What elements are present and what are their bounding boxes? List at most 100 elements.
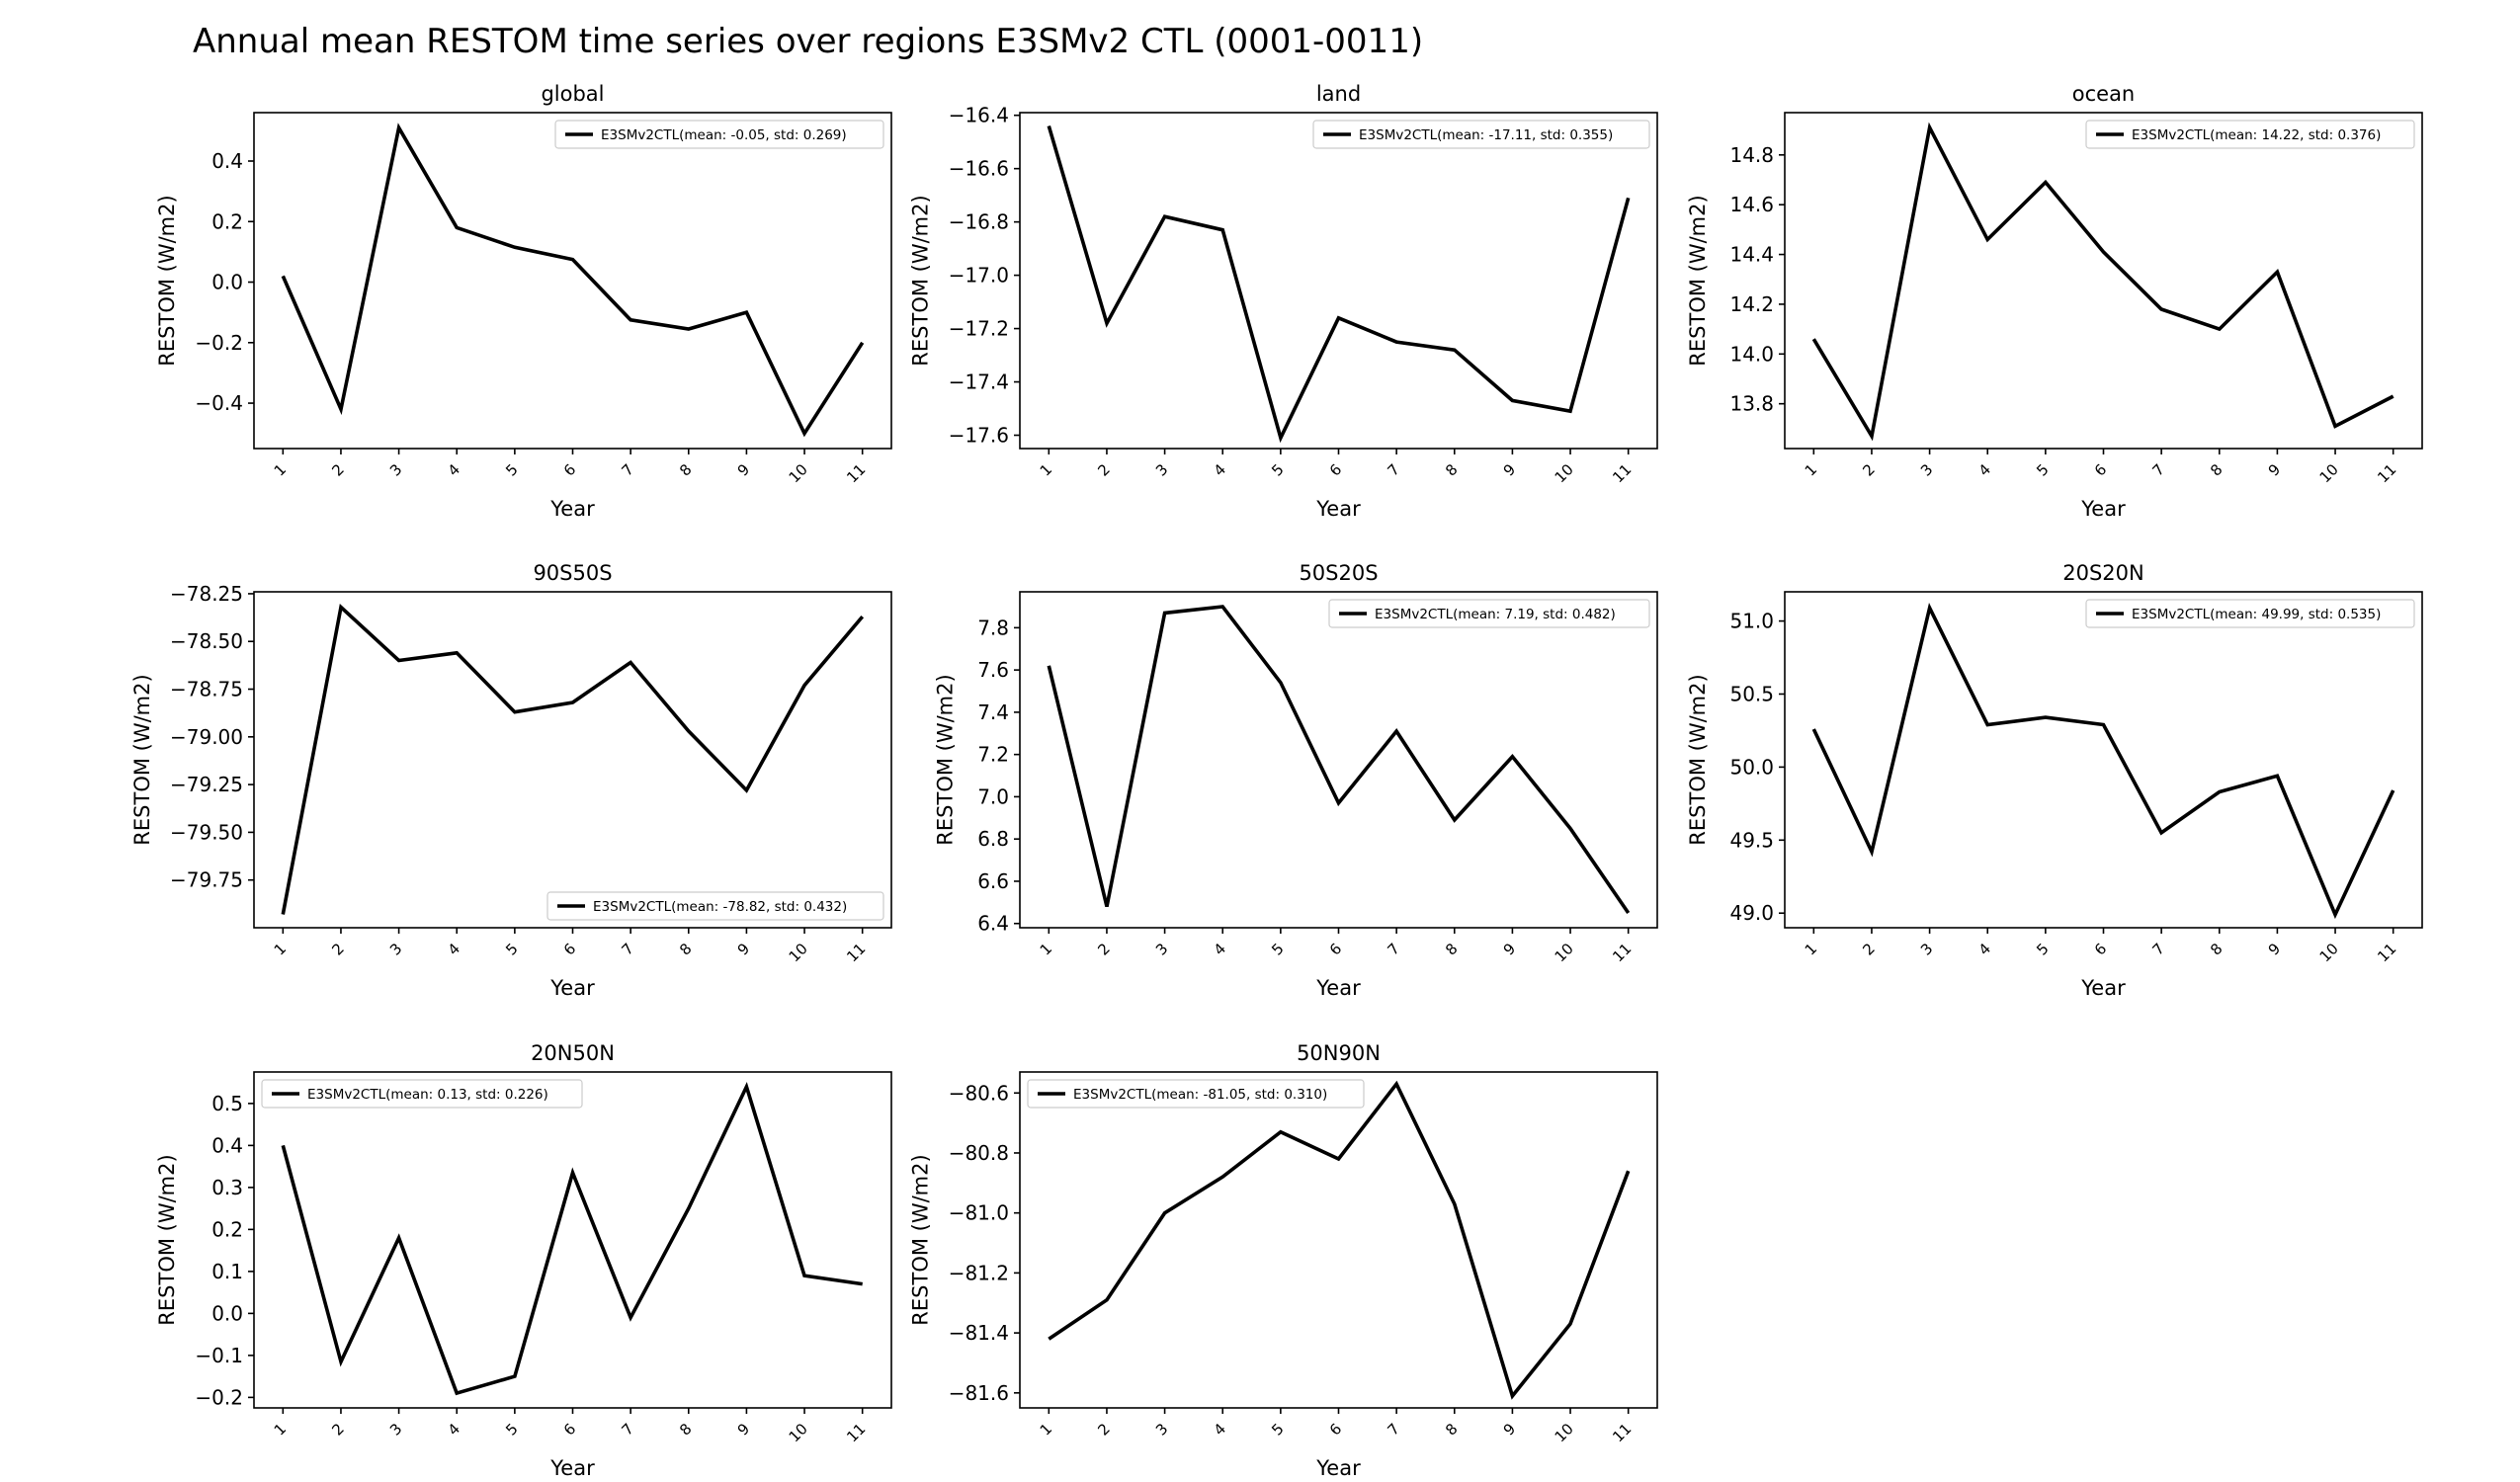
x-tick-label: 11 [1609, 460, 1635, 486]
x-tick-label: 11 [843, 460, 869, 486]
x-tick-label: 9 [2265, 460, 2284, 479]
y-tick-label: 49.5 [1729, 828, 1774, 852]
x-tick-label: 4 [1211, 460, 1229, 479]
y-tick-label: 50.0 [1729, 755, 1774, 779]
y-tick-label: 0.4 [211, 149, 243, 173]
x-tick-label: 5 [502, 940, 521, 958]
y-tick-label: 7.4 [977, 700, 1009, 724]
panel-ocean: ocean 13.8 14.0 14.2 14.4 14.6 14.8 1 2 3 4 5 6 7 8 9 10… [1686, 82, 2423, 521]
y-tick-label: −16.8 [949, 210, 1009, 234]
panel-global: global −0.4 −0.2 0.0 0.2 0.4 1 2 3 4 5 6 7 8 9 10 11 Year… [155, 82, 892, 521]
axes-frame [253, 112, 892, 450]
x-tick-label: 3 [386, 460, 405, 479]
x-axis-label: Year [1315, 497, 1361, 521]
x-tick-label: 2 [328, 1420, 347, 1439]
x-tick-label: 2 [328, 940, 347, 958]
x-tick-label: 9 [1500, 1420, 1519, 1439]
x-tick-label: 4 [1211, 1420, 1229, 1439]
x-tick-label: 6 [1326, 460, 1345, 479]
x-tick-label: 4 [1975, 940, 1994, 958]
legend-label: E3SMv2CTL(mean: 49.99, std: 0.535) [2132, 607, 2381, 622]
y-tick-label: 14.2 [1729, 292, 1774, 316]
legend-label: E3SMv2CTL(mean: -78.82, std: 0.432) [593, 899, 847, 915]
x-tick-label: 10 [1552, 1420, 1577, 1445]
x-tick-label: 5 [1268, 1420, 1287, 1439]
x-tick-label: 10 [786, 460, 811, 486]
y-tick-label: −79.25 [170, 773, 243, 796]
panel-20N50N: 20N50N −0.2 −0.1 0.0 0.1 0.2 0.3 0.4 0.5 1 2 3 4 5 6 7 8… [155, 1041, 892, 1480]
y-tick-label: 7.8 [977, 616, 1009, 639]
legend: E3SMv2CTL(mean: 49.99, std: 0.535) [2085, 599, 2415, 628]
legend-box [554, 120, 884, 149]
y-axis-label: RESTOM (W/m2) [155, 1154, 179, 1325]
subplot-title: 50N90N [1297, 1041, 1381, 1065]
subplot-title: global [541, 82, 604, 106]
axes-frame [1784, 591, 2423, 929]
x-tick-label: 7 [2148, 460, 2167, 479]
y-tick-label: −0.2 [195, 331, 243, 355]
x-tick-label: 10 [786, 940, 811, 965]
subplot-title: 20N50N [531, 1041, 615, 1065]
y-tick-label: 14.4 [1729, 243, 1774, 267]
x-tick-label: 4 [445, 460, 463, 479]
legend: E3SMv2CTL(mean: -17.11, std: 0.355) [1312, 120, 1650, 149]
legend-box [1328, 599, 1650, 628]
x-axis-label: Year [549, 1456, 595, 1480]
y-tick-label: −0.1 [195, 1344, 243, 1367]
x-tick-label: 11 [843, 940, 869, 965]
x-tick-label: 1 [271, 1420, 290, 1439]
x-tick-label: 4 [1975, 460, 1994, 479]
x-tick-label: 6 [560, 940, 579, 958]
x-tick-label: 5 [502, 1420, 521, 1439]
x-tick-label: 2 [328, 460, 347, 479]
x-tick-label: 6 [2091, 460, 2110, 479]
y-tick-label: 14.6 [1729, 193, 1774, 216]
x-axis-label: Year [1315, 976, 1361, 1000]
y-tick-label: −81.4 [949, 1321, 1009, 1345]
x-tick-label: 8 [1442, 460, 1461, 479]
x-tick-label: 10 [2316, 940, 2342, 965]
y-tick-label: −0.2 [195, 1385, 243, 1409]
x-tick-label: 8 [676, 940, 695, 958]
y-tick-label: 0.5 [211, 1092, 243, 1115]
x-tick-label: 11 [1609, 1420, 1635, 1445]
series-line [1047, 124, 1631, 444]
y-tick-label: 7.6 [977, 658, 1009, 682]
y-tick-label: −80.8 [949, 1141, 1009, 1165]
y-axis-label: RESTOM (W/m2) [155, 195, 179, 366]
axes-frame [1019, 591, 1658, 929]
legend-label: E3SMv2CTL(mean: 7.19, std: 0.482) [1375, 607, 1616, 622]
legend-box [1312, 120, 1650, 149]
y-tick-label: 0.1 [211, 1260, 243, 1283]
legend: E3SMv2CTL(mean: 7.19, std: 0.482) [1328, 599, 1650, 628]
legend: E3SMv2CTL(mean: -78.82, std: 0.432) [546, 891, 884, 921]
x-tick-label: 6 [560, 1420, 579, 1439]
y-tick-label: 49.0 [1729, 901, 1774, 925]
x-tick-label: 3 [386, 940, 405, 958]
legend-label: E3SMv2CTL(mean: 0.13, std: 0.226) [307, 1087, 548, 1103]
x-tick-label: 5 [1268, 460, 1287, 479]
x-tick-label: 9 [734, 940, 753, 958]
y-axis-label: RESTOM (W/m2) [1686, 195, 1710, 366]
y-tick-label: −16.6 [949, 157, 1009, 181]
x-tick-label: 2 [1859, 460, 1878, 479]
x-tick-label: 7 [2148, 940, 2167, 958]
legend: E3SMv2CTL(mean: -0.05, std: 0.269) [554, 120, 884, 149]
x-tick-label: 2 [1859, 940, 1878, 958]
x-tick-label: 7 [1384, 940, 1402, 958]
legend: E3SMv2CTL(mean: -81.05, std: 0.310) [1027, 1079, 1365, 1109]
x-tick-label: 5 [502, 460, 521, 479]
x-tick-label: 11 [843, 1420, 869, 1445]
y-tick-label: 7.2 [977, 743, 1009, 767]
x-tick-label: 10 [1552, 940, 1577, 965]
x-tick-label: 9 [734, 460, 753, 479]
x-tick-label: 1 [1037, 1420, 1055, 1439]
x-tick-label: 11 [2374, 940, 2399, 965]
legend-box [2085, 599, 2415, 628]
legend-box [2085, 120, 2415, 149]
figure-title: Annual mean RESTOM time series over regi… [193, 22, 1424, 61]
y-tick-label: −81.6 [949, 1381, 1009, 1405]
x-tick-label: 3 [1917, 940, 1936, 958]
series-line [1048, 1080, 1631, 1400]
